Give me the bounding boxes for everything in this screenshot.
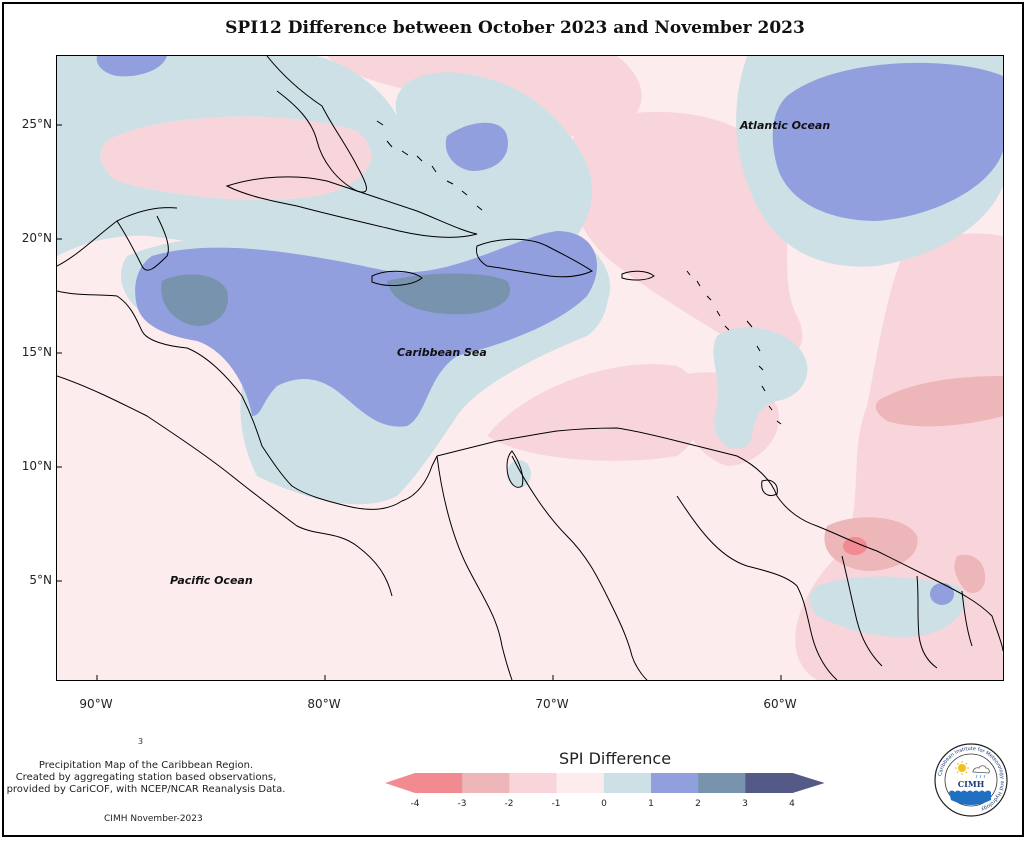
caribbean-sea-label: Caribbean Sea [397,346,487,359]
lat-label-5n: 5°N [29,573,52,587]
lon-label-70w: 70°W [535,697,569,711]
map-description: Precipitation Map of the Caribbean Regio… [4,760,288,796]
legend-arrow-right [792,773,825,793]
lat-label-20n: 20°N [21,231,52,245]
lon-label-90w: 90°W [79,697,113,711]
dark-pink-guyana [824,517,918,571]
legend-swatch [509,773,558,793]
blue-spot-guiana [930,583,954,605]
blue-spot-florida [96,56,167,77]
legend-title: SPI Difference [558,749,672,768]
blue-region-lesser-antilles [713,327,808,449]
legend-tick: -3 [457,799,467,809]
legend-tick: 0 [601,799,607,809]
dark-pink-suriname [954,554,986,593]
description-line: provided by CariCOF, with NCEP/NCAR Rean… [6,784,286,795]
legend-tick: 4 [789,799,795,809]
legend-swatch [462,773,510,793]
slate-region-jamaica [387,273,511,315]
waves-icon [949,790,991,805]
legend-tick: -2 [504,799,514,809]
sun-icon [955,761,969,775]
lon-label-80w: 80°W [307,697,341,711]
map-panel [56,55,1004,681]
legend-tick: -4 [410,799,420,809]
atlantic-ocean-label: Atlantic Ocean [740,119,831,132]
color-legend [385,773,825,793]
pink-region-south-coast [487,364,704,461]
map-title: SPI12 Difference between October 2023 an… [225,18,805,38]
blue-spot-bahamas [445,122,508,171]
cimh-logo: Caribbean Institute for Meteorology and … [934,743,1008,817]
pink-region-gulf [100,116,372,201]
legend-tick: -1 [551,799,561,809]
pacific-ocean-label: Pacific Ocean [170,574,253,587]
legend-tick: 3 [742,799,748,809]
strong-pink-spot [843,537,867,555]
lat-label-25n: 25°N [21,117,52,131]
legend-swatch [603,773,652,793]
cloud-icon [972,765,990,779]
legend-swatch [415,773,463,793]
dark-pink-spot-east [875,376,1003,427]
y-axis-ticks [57,124,62,582]
description-line: Precipitation Map of the Caribbean Regio… [38,760,254,771]
credit-text: CIMH November-2023 [104,814,203,824]
spi-difference-map [57,56,1003,680]
legend-swatch [698,773,746,793]
slate-region-honduras [161,274,228,326]
legend-tick: 1 [648,799,654,809]
lon-label-60w: 60°W [763,697,797,711]
legend-swatch [651,773,699,793]
lat-label-15n: 15°N [21,345,52,359]
coastlines [57,56,1003,680]
legend-arrow-left [385,773,415,793]
blue-spot-atlantic-large [772,62,1003,221]
pink-region-east [795,233,1003,680]
x-axis-ticks [96,675,782,680]
lat-label-10n: 10°N [21,459,52,473]
description-line: Created by aggregating station based obs… [15,772,277,783]
legend-swatch [745,773,794,793]
legend-swatch [556,773,605,793]
logo-text: CIMH [958,779,985,789]
legend-tick: 2 [695,799,701,809]
small-mark: 3 [138,737,144,746]
blue-region-guiana [809,576,965,637]
